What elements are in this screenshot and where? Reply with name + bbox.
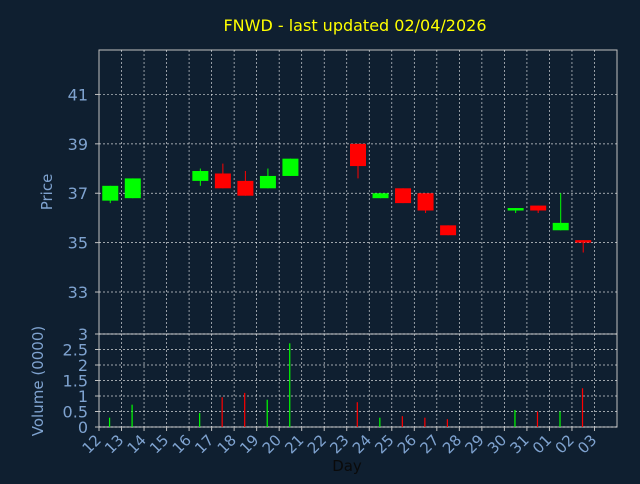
plot-layer: 333537394100.511.522.5312131415161718192… [63, 49, 618, 457]
volume-tick-label: 2 [78, 356, 88, 375]
candle-body [214, 173, 231, 189]
volume-axis-label: Volume (0000) [29, 326, 47, 436]
candle-body [395, 188, 412, 204]
candle-body [440, 225, 457, 236]
candle-body [259, 175, 276, 189]
candle-body [575, 240, 592, 243]
volume-tick-label: 3 [78, 325, 88, 344]
candle-body [372, 193, 389, 199]
price-axis-label: Price [38, 174, 56, 211]
volume-bar [131, 404, 133, 427]
price-tick-label: 33 [68, 283, 88, 302]
volume-tick-label: 2.5 [63, 341, 88, 360]
candle-body [552, 222, 569, 231]
x-tick-label: 03 [574, 431, 600, 457]
volume-tick-label: 1.5 [63, 372, 88, 391]
candle-body [530, 205, 547, 211]
volume-tick-label: 0.5 [63, 403, 88, 422]
price-tick-label: 37 [68, 184, 88, 203]
volume-bar [446, 419, 448, 427]
volume-bar [108, 417, 111, 427]
price-tick-label: 35 [68, 234, 88, 253]
volume-bar [379, 417, 381, 427]
volume-tick-label: 0 [78, 418, 88, 437]
candle-body [507, 208, 524, 211]
volume-bar [266, 399, 268, 427]
volume-bar [401, 416, 403, 427]
volume-bar [244, 392, 246, 427]
price-panel-frame [98, 49, 618, 335]
volume-tick-label: 1 [78, 387, 88, 406]
volume-bar [199, 413, 201, 427]
price-tick-label: 41 [68, 85, 88, 104]
candle-body [124, 178, 141, 199]
volume-bar [536, 411, 539, 427]
volume-bar [289, 343, 291, 427]
volume-bar [356, 402, 358, 427]
volume-bar [424, 417, 426, 427]
candle-body [282, 158, 299, 176]
candle-body [350, 143, 366, 167]
candle-body [102, 185, 119, 201]
volume-bar [221, 397, 223, 427]
volume-bar [581, 388, 584, 427]
volume-bar [559, 411, 561, 427]
candle-body [237, 180, 254, 196]
volume-bar [514, 409, 516, 427]
candle-body [192, 171, 209, 181]
x-axis-label: Day [332, 457, 362, 475]
candle-body [417, 193, 434, 211]
price-tick-label: 39 [68, 135, 88, 154]
chart-title: FNWD - last updated 02/04/2026 [223, 16, 486, 35]
